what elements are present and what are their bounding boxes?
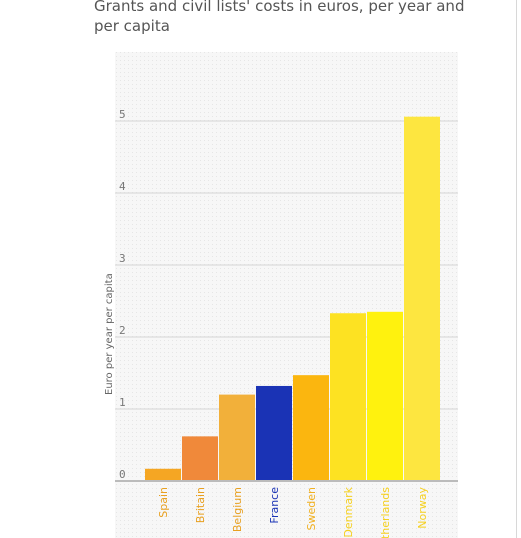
bar-norway <box>404 116 440 482</box>
bar-sweden <box>293 375 329 481</box>
y-tick-label-3: 3 <box>119 252 126 265</box>
x-tick-label-netherlands: therlands <box>379 487 392 538</box>
bar-netherlands <box>367 311 403 481</box>
bar-britain <box>182 436 218 481</box>
x-tick-label-denmark: Denmark <box>342 486 355 537</box>
bar-spain <box>145 468 181 481</box>
y-axis-label: Euro per year per capita <box>104 273 115 395</box>
y-tick-label-2: 2 <box>119 324 126 337</box>
x-tick-label-norway: Norway <box>416 487 429 529</box>
y-tick-label-5: 5 <box>119 108 126 121</box>
x-tick-label-sweden: Sweden <box>305 487 318 530</box>
y-tick-label-0: 0 <box>119 468 126 481</box>
y-tick-label-4: 4 <box>119 180 126 193</box>
x-tick-label-france: France <box>268 487 281 524</box>
frame-divider <box>516 0 517 538</box>
bar-denmark <box>330 313 366 481</box>
x-tick-label-spain: Spain <box>157 487 170 518</box>
x-tick-label-britain: Britain <box>194 487 207 523</box>
bar-france <box>256 385 292 481</box>
x-tick-label-belgium: Belgium <box>231 487 244 532</box>
bar-belgium <box>219 394 255 481</box>
chart-title: Grants and civil lists' costs in euros, … <box>94 0 465 35</box>
y-tick-label-1: 1 <box>119 396 126 409</box>
